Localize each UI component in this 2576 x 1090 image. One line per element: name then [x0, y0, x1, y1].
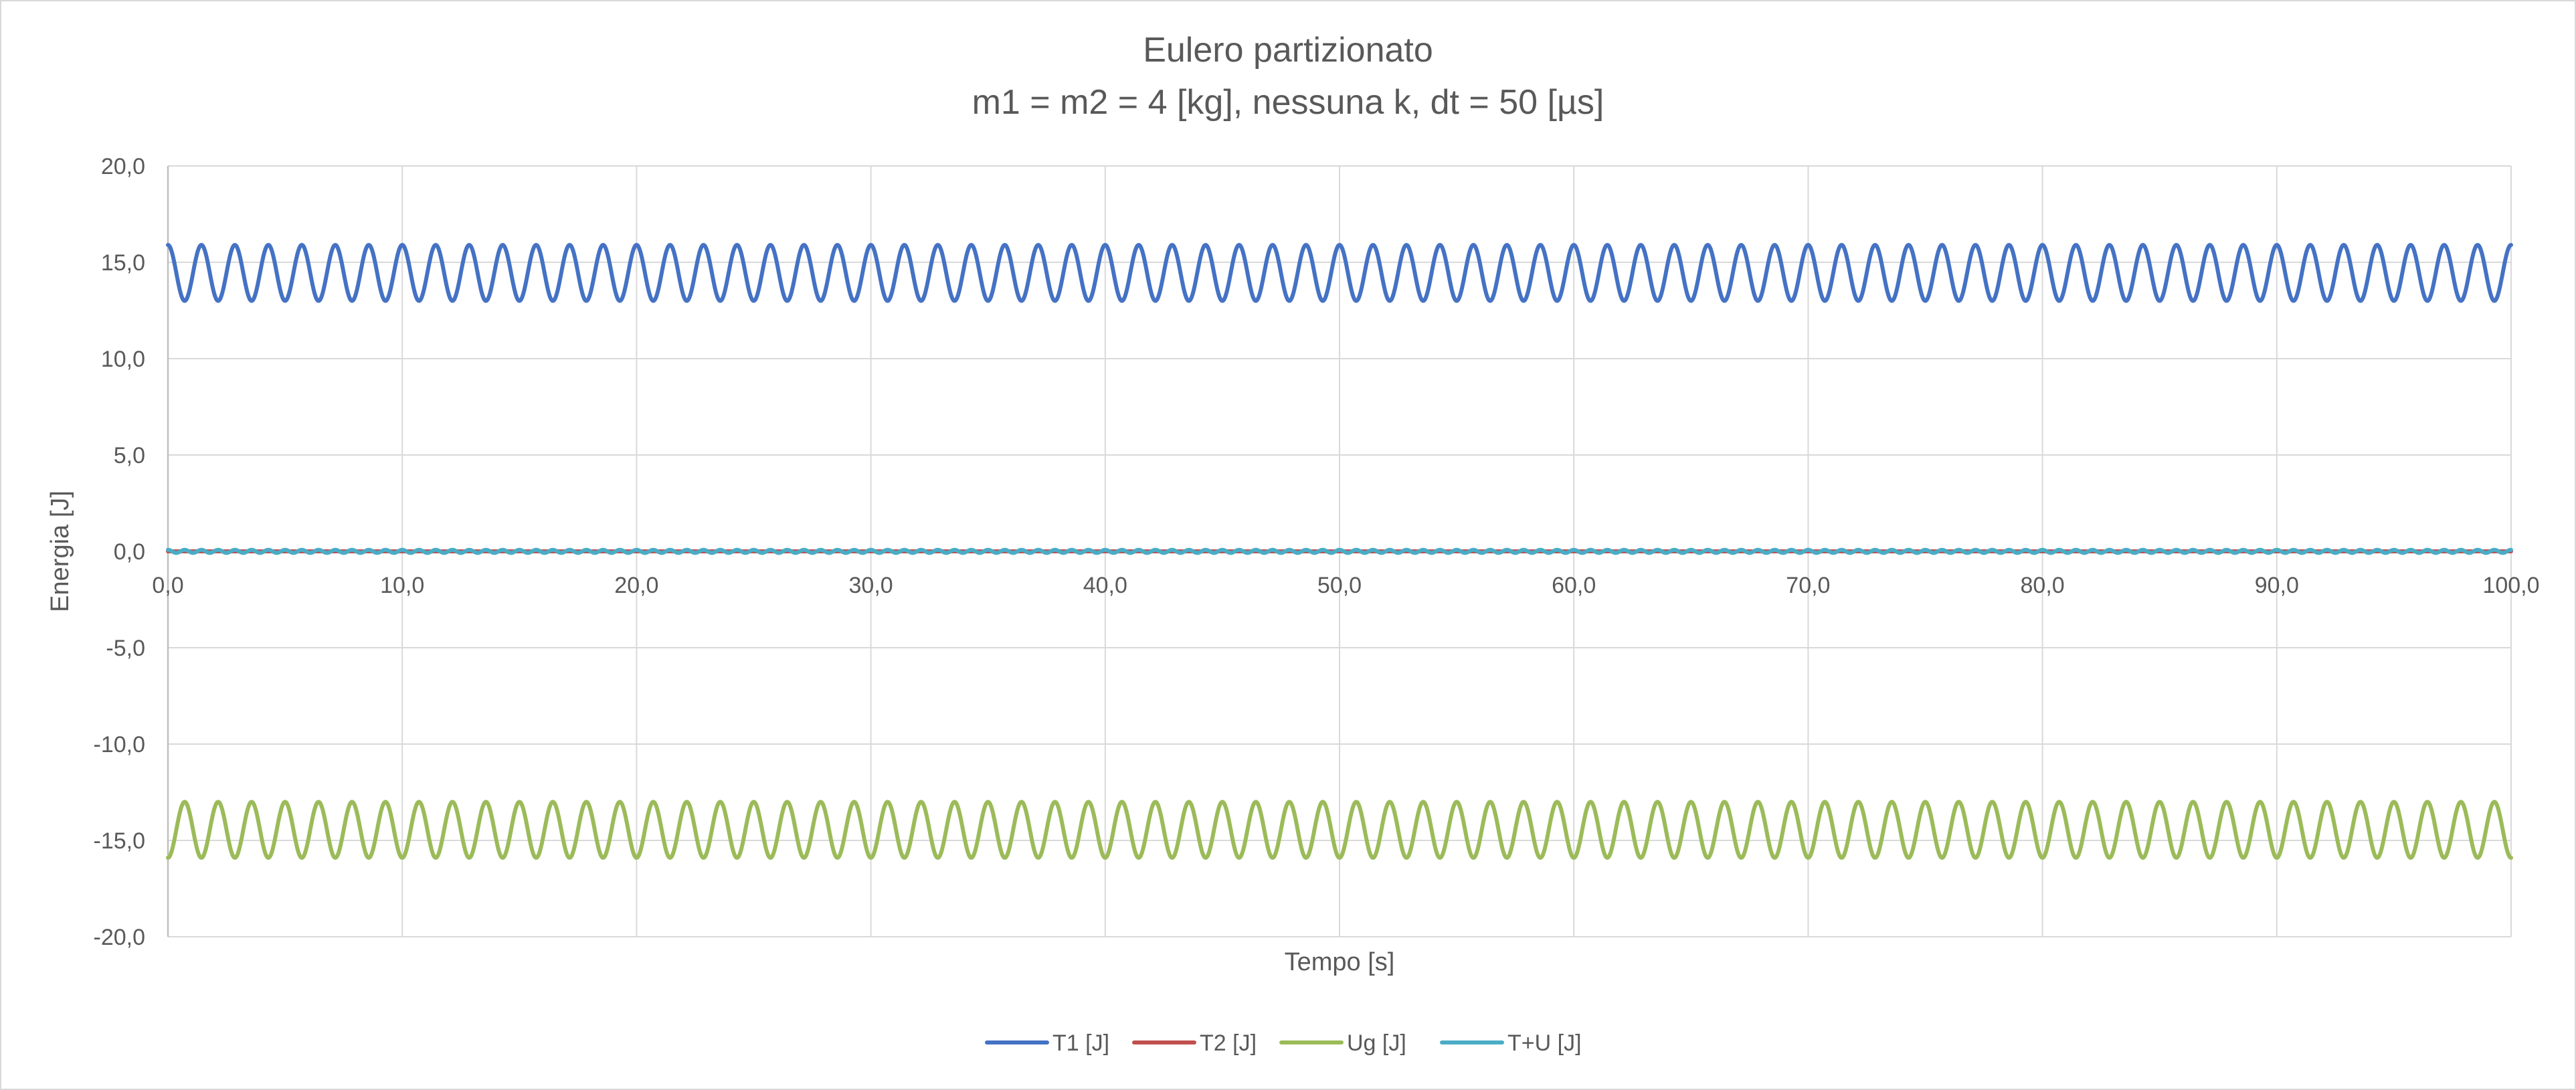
y-tick-label: -15,0 — [94, 828, 146, 854]
x-tick-label: 30,0 — [849, 573, 893, 598]
chart-subtitle: m1 = m2 = 4 [kg], nessuna k, dt = 50 [µs… — [972, 83, 1604, 122]
series-lines — [166, 243, 2513, 860]
y-axis-title: Energia [J] — [46, 490, 74, 612]
x-tick-label: 40,0 — [1083, 573, 1127, 598]
legend-label: Ug [J] — [1347, 1030, 1406, 1056]
y-tick-label: -10,0 — [94, 732, 146, 757]
legend-entry-t1-j: T1 [J] — [985, 1030, 1109, 1056]
x-axis-title: Tempo [s] — [1285, 948, 1395, 976]
legend-entry-ug-j: Ug [J] — [1279, 1030, 1406, 1056]
x-tick-label: 100,0 — [2482, 573, 2539, 598]
y-tick-label: -20,0 — [94, 925, 146, 950]
series-line-t1-j — [166, 243, 2513, 303]
y-tick-label: 10,0 — [101, 347, 145, 372]
series-line-t-u-j — [166, 547, 2513, 555]
x-tick-label: 90,0 — [2255, 573, 2299, 598]
legend-label: T1 [J] — [1052, 1030, 1109, 1056]
legend-entry-t-u-j: T+U [J] — [1440, 1030, 1582, 1056]
y-tick-label: 0,0 — [114, 539, 145, 565]
chart-title: Eulero partizionato — [1143, 31, 1433, 70]
x-tick-label: 70,0 — [1786, 573, 1830, 598]
y-tick-label: 5,0 — [114, 443, 145, 468]
x-tick-label: 0,0 — [152, 573, 183, 598]
y-tick-label: 15,0 — [101, 250, 145, 276]
legend: T1 [J] T2 [J] Ug [J] T+U [J] — [985, 1030, 1582, 1056]
x-axis-ticks: 0,0 10,0 20,0 30,0 40,0 50,0 60,0 70,0 80,0 90,0 1… — [152, 573, 2539, 598]
x-tick-label: 80,0 — [2021, 573, 2065, 598]
x-tick-label: 50,0 — [1317, 573, 1362, 598]
legend-label: T2 [J] — [1200, 1030, 1257, 1056]
y-tick-label: 20,0 — [101, 154, 145, 179]
y-axis-ticks: 20,0 15,0 10,0 5,0 0,0 -5,0 -10,0 -15,0 -20,0 — [94, 154, 146, 950]
legend-label: T+U [J] — [1507, 1030, 1582, 1056]
legend-entry-t2-j: T2 [J] — [1132, 1030, 1257, 1056]
y-tick-label: -5,0 — [106, 636, 145, 661]
series-line-ug-j — [166, 800, 2513, 860]
x-tick-label: 10,0 — [380, 573, 424, 598]
x-tick-label: 20,0 — [614, 573, 658, 598]
x-tick-label: 60,0 — [1552, 573, 1596, 598]
